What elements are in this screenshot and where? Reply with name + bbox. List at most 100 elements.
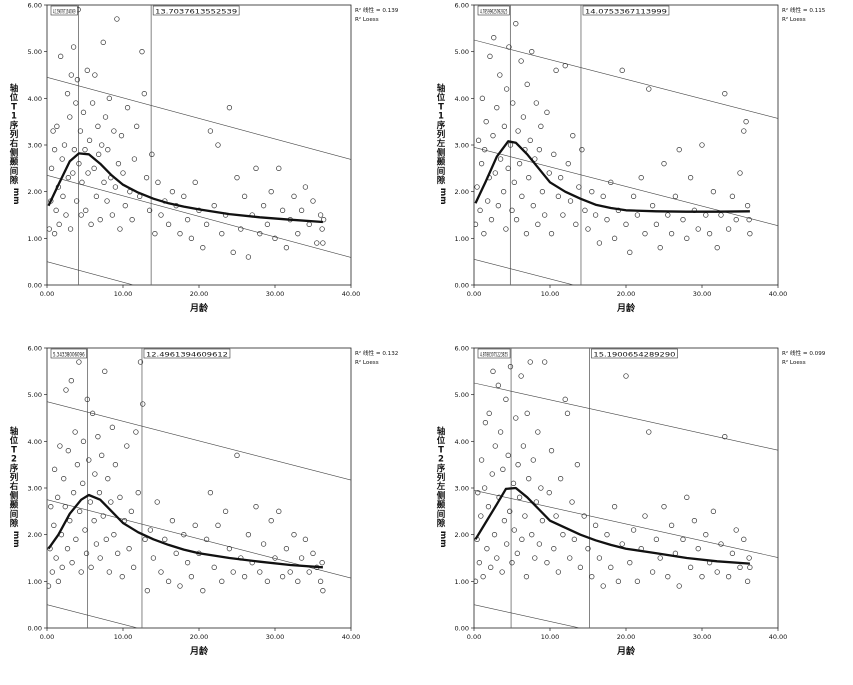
data-point — [87, 499, 93, 505]
data-point — [589, 574, 595, 580]
prediction-band-upper — [474, 39, 778, 119]
data-point — [112, 184, 119, 190]
data-point — [92, 471, 98, 477]
prediction-band-lower — [47, 604, 139, 628]
data-point — [506, 44, 512, 50]
y-tick-label: 1.00 — [455, 235, 469, 243]
data-point — [544, 560, 550, 566]
data-point — [51, 231, 58, 237]
data-point — [488, 564, 494, 570]
data-point — [92, 72, 98, 78]
data-point — [140, 401, 146, 407]
data-point — [101, 179, 107, 185]
y-axis-title-char: 序 — [9, 120, 19, 131]
data-point — [73, 536, 79, 542]
data-point — [73, 100, 79, 106]
data-point — [495, 382, 501, 388]
data-point — [491, 35, 497, 41]
x-tick-label: 0.00 — [40, 633, 54, 641]
data-point — [59, 564, 65, 570]
y-axis-title-char: 间 — [10, 509, 19, 520]
data-point — [95, 434, 101, 440]
data-point — [320, 588, 326, 594]
data-point — [481, 231, 487, 237]
data-point — [48, 165, 55, 171]
chart-panel-t2-right: 5.34338006096 12.4961394609612 0.00 1.00 2.0… — [9, 345, 399, 658]
data-point — [668, 522, 675, 528]
data-point — [634, 578, 641, 584]
data-point — [746, 555, 752, 561]
data-point — [96, 151, 102, 157]
data-point — [518, 373, 524, 379]
y-axis-title-char: T — [438, 445, 444, 455]
data-point — [317, 578, 324, 584]
data-point — [579, 147, 585, 153]
data-point — [703, 532, 709, 538]
data-point — [253, 504, 259, 510]
data-point — [74, 77, 81, 83]
y-axis-title-char: 间 — [10, 166, 19, 177]
data-point — [51, 147, 58, 153]
data-point — [268, 189, 274, 195]
data-point — [500, 189, 507, 195]
vline-label-2: 12.4961394609612 — [146, 351, 228, 358]
data-point — [99, 142, 105, 148]
data-point — [676, 583, 682, 589]
data-point — [557, 476, 564, 482]
data-point — [520, 114, 527, 120]
data-point — [203, 221, 210, 227]
y-axis-title-char: 间 — [437, 166, 446, 177]
data-point — [264, 578, 271, 584]
y-axis-title-char: 位 — [437, 435, 446, 446]
data-point — [722, 91, 728, 97]
x-tick-label: 30.00 — [266, 633, 285, 641]
y-tick-label: 6.00 — [455, 345, 469, 353]
data-point — [710, 508, 717, 514]
data-point — [85, 170, 91, 176]
prediction-band-upper — [47, 401, 351, 481]
data-point — [744, 203, 751, 209]
data-point — [526, 476, 532, 482]
data-point — [577, 564, 584, 570]
y-axis-title-char: 左 — [436, 138, 446, 149]
data-point — [88, 221, 94, 227]
data-point — [657, 555, 663, 561]
data-point — [482, 420, 489, 426]
y-tick-label: 1.00 — [455, 578, 469, 586]
data-point — [146, 207, 153, 213]
data-point — [55, 578, 62, 584]
y-axis-title-char: 位 — [10, 92, 19, 103]
data-point — [268, 518, 274, 524]
data-point — [124, 443, 130, 449]
data-point — [513, 415, 519, 421]
plot-layer — [474, 348, 778, 628]
data-point — [272, 555, 278, 561]
data-point — [319, 560, 325, 566]
data-point — [276, 165, 282, 171]
data-point — [135, 490, 141, 496]
data-point — [638, 175, 644, 181]
data-point — [155, 179, 161, 185]
x-tick-label: 30.00 — [693, 633, 712, 641]
data-point — [253, 165, 259, 171]
vline-label-1: 4.78599625092825 — [480, 8, 507, 15]
data-point — [691, 518, 698, 524]
data-point — [69, 560, 75, 566]
data-point — [222, 508, 229, 514]
data-point — [514, 550, 520, 556]
loess-curve — [47, 493, 323, 569]
data-point — [649, 569, 656, 575]
y-axis-title-char: 2 — [438, 455, 444, 465]
data-point — [99, 452, 105, 458]
data-point — [80, 438, 87, 444]
y-axis-title-char: 轴 — [437, 426, 446, 437]
data-point — [230, 249, 236, 255]
y-tick-label: 6.00 — [28, 2, 42, 10]
data-point — [104, 198, 110, 204]
data-point — [535, 221, 541, 227]
data-point — [507, 508, 513, 514]
data-point — [184, 560, 191, 566]
data-point — [665, 574, 671, 580]
